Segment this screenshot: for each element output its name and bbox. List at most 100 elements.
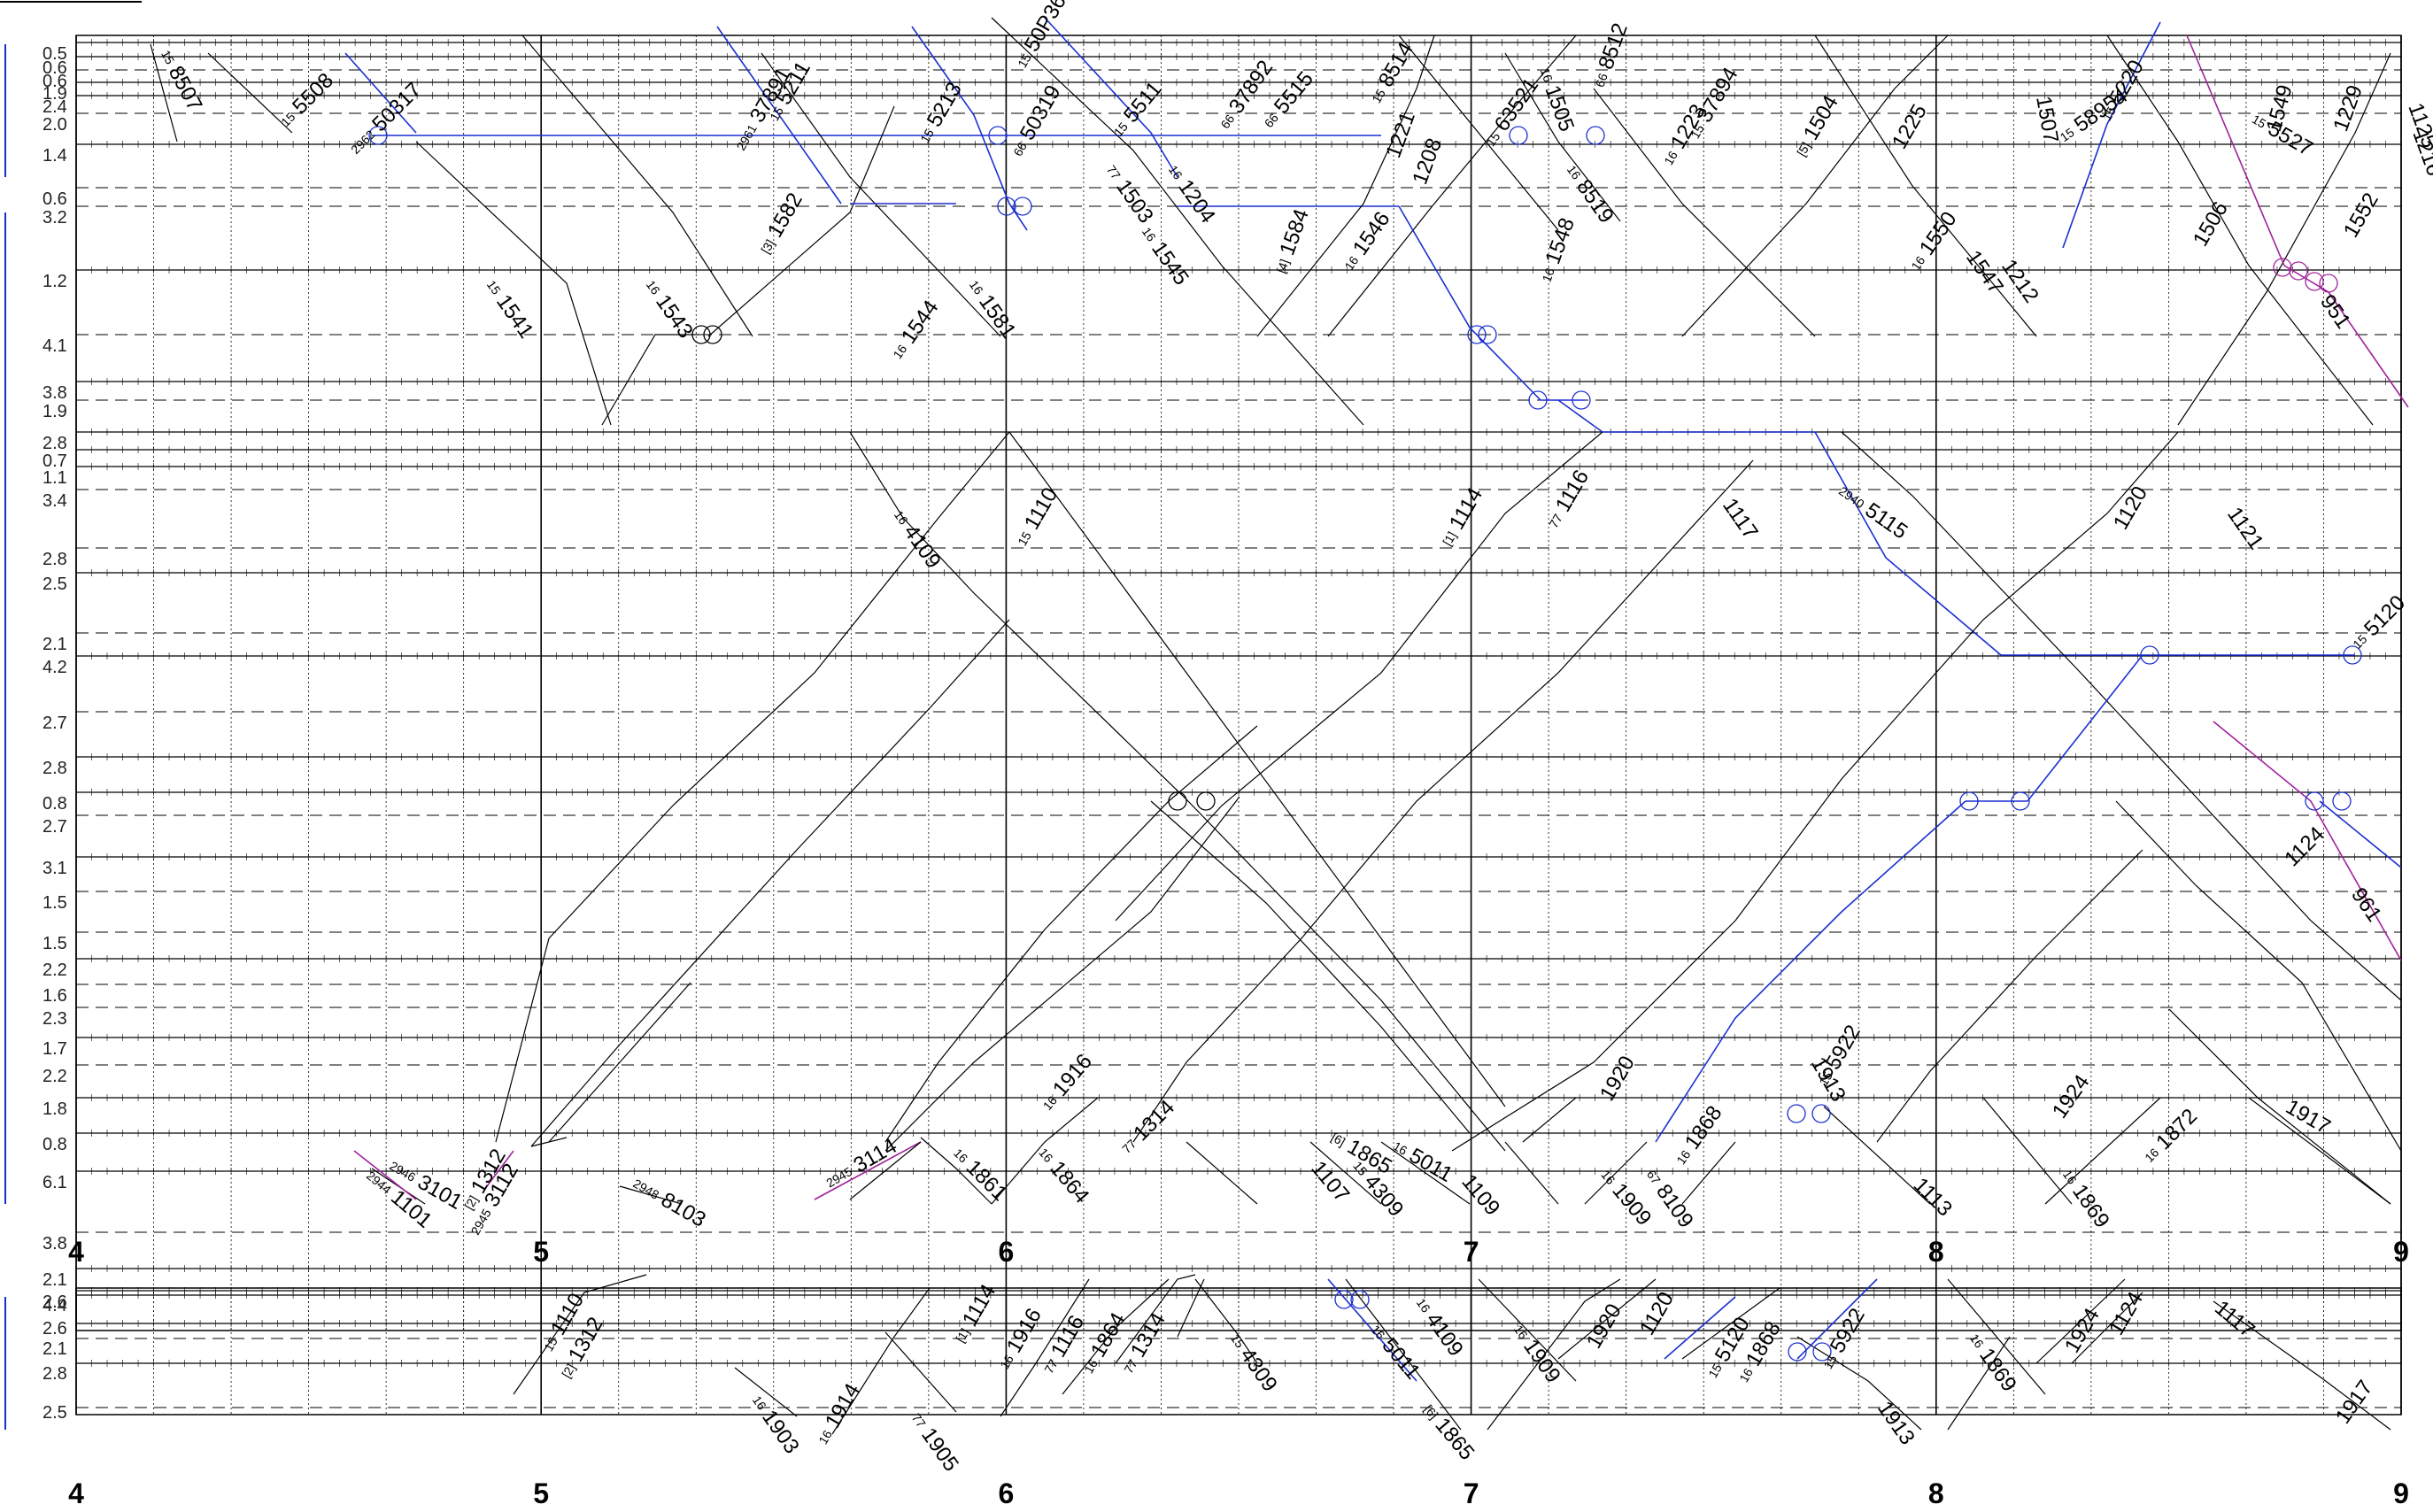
train-number: 8519 [1572,175,1618,228]
upper-distance-label: 2.2 [42,1067,67,1086]
train-label: [1]1114 [1440,483,1487,548]
upper-distance-label: 2.3 [42,1009,67,1029]
meet-circle [2305,791,2324,811]
meet-circle [2332,791,2352,811]
train-number: 1582 [763,189,807,242]
meet-circle [2011,791,2030,811]
black-train-line [831,1287,931,1435]
train-label: 1507 [2031,94,2063,144]
train-number: 1914 [821,1379,865,1432]
upper-distance-label: 2.6 [42,1292,67,1312]
black-train-line [1796,1336,1922,1431]
train-number: 50317 [367,78,426,136]
train-line-code: [6] [1329,1130,1348,1149]
upper-hour-label: 6 [999,1236,1015,1268]
train-line-code: 66 [1262,111,1281,130]
train-line-code: 16 [1081,1357,1101,1377]
upper-distance-label: 0.6 [42,58,67,78]
upper-distance-label: 4.2 [42,658,67,677]
meet-circle [2319,274,2338,293]
train-line-code: 15 [1111,120,1131,139]
train-line-code: 2961 [733,122,760,153]
train-number: 1905 [916,1423,963,1476]
black-train-line [1504,1141,1559,1205]
train-number: 1117 [2210,1296,2259,1343]
upper-distance-label: 1.4 [42,146,67,166]
upper-distance-label: 0.6 [42,72,67,91]
black-train-line [734,1367,798,1417]
meet-circle [368,126,388,145]
upper-distance-label: 2.7 [42,817,67,837]
black-train-line [1008,431,1506,1107]
black-train-line [1584,1141,1648,1205]
train-line-code: 66 [1593,71,1610,89]
meet-circle [2289,261,2308,281]
meet-circle [1572,390,1591,410]
meet-circle [1528,390,1548,410]
train-label: 951 [2315,290,2355,333]
meet-circle [988,126,1008,145]
train-number: 1229 [2329,82,2367,135]
train-number: 1507 [2031,94,2063,144]
train-number: 5115 [1861,498,1912,544]
train-number: 1868 [1680,1101,1727,1153]
train-number: 1107 [1306,1157,1354,1207]
upper-distance-label: 2.0 [42,115,67,135]
train-line-code: 2940 [1836,483,1867,511]
black-train-line [849,431,1506,1152]
train-line-code: 16 [1414,1296,1433,1315]
train-number: 37894 [1693,64,1743,127]
meet-circle [2343,645,2362,665]
blue-train-line [2062,21,2161,249]
train-line-code: [5] [1794,140,1813,158]
train-number: 1865 [1343,1135,1396,1179]
train-line-code: 16 [951,1146,970,1165]
blue-train-line [716,26,842,204]
meet-circle [2140,645,2159,665]
train-number: 1504 [1799,91,1843,144]
upper-distance-label: 0.8 [42,794,67,814]
upper-distance-label: 1.5 [42,893,67,913]
black-train-line [2044,1097,2161,1205]
blue-train-line [1327,1278,1417,1382]
train-number: 1116 [1551,466,1594,516]
train-number: 4109 [1421,1308,1468,1361]
lower-distance-label: 2.5 [42,1403,67,1423]
black-train-line [2213,1300,2391,1431]
black-train-line [1593,88,1816,337]
meet-circle [2305,272,2324,291]
meet-circle [1334,1290,1354,1309]
upper-distance-label: 1.6 [42,986,67,1006]
train-number: 1909 [1607,1179,1656,1230]
upper-hour-label: 5 [533,1236,549,1268]
train-line-code: 77 [1119,1136,1139,1155]
train-line-code: 16 [967,278,986,297]
black-train-line [2071,1292,2143,1364]
train-number: 1584 [1275,206,1314,258]
train-line-code: 15 [767,104,786,124]
train-number: 1216 [2407,127,2433,179]
train-label: [5]1504 [1794,91,1843,158]
upper-distance-label: 3.1 [42,859,67,878]
train-line-code: 16 [1598,1168,1618,1187]
meet-circle [2273,258,2292,277]
upper-distance-label: 2.5 [42,575,67,594]
upper-distance-label: 3.4 [42,491,67,511]
upper-distance-label: 3.8 [42,1234,67,1254]
meet-circle [1959,791,1979,811]
upper-hour-labels: 4 5 6 7 8 9 [68,1236,2409,1268]
black-train-line [1132,459,1754,1143]
train-line-code: [2] [559,1362,578,1380]
train-number: 1314 [1126,1308,1170,1362]
train-line-code: 15 [1820,1353,1840,1372]
lower-hour-label: 6 [999,1477,1015,1509]
train-number: 5011 [1377,1334,1425,1385]
black-train-line [849,1141,922,1200]
